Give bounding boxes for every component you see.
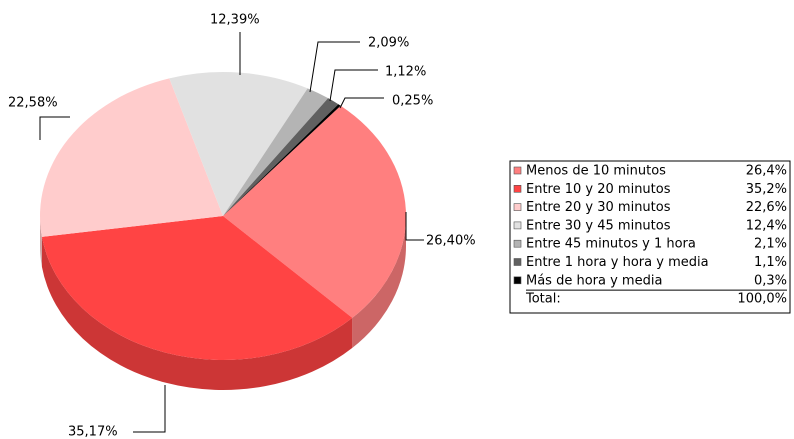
legend-swatch [513, 258, 522, 266]
legend-value: 22,6% [746, 200, 787, 215]
pie-slice [223, 98, 339, 216]
leader-line [309, 41, 360, 93]
legend-label: Menos de 10 minutos [526, 164, 666, 179]
legend-value: 12,4% [746, 218, 787, 233]
pie-slice [41, 216, 353, 360]
legend-value: 1,1% [754, 255, 787, 270]
leader-line [329, 69, 378, 102]
data-label: 35,17% [68, 425, 118, 439]
legend-value: 2,1% [754, 237, 787, 252]
data-label: 12,39% [210, 13, 260, 28]
legend-label: Entre 45 minutos y 1 hora [526, 237, 696, 252]
legend-swatch [513, 221, 522, 230]
legend-box [509, 160, 791, 314]
legend-label: Entre 10 y 20 minutos [526, 182, 671, 197]
pie-slice [223, 88, 329, 216]
legend-total-value: 100,0% [737, 292, 787, 307]
pie-side [40, 216, 42, 267]
leader-line [133, 385, 166, 433]
legend-swatch [513, 166, 522, 175]
legend-value: 0,3% [754, 273, 787, 288]
pie-side [352, 216, 406, 348]
legend-swatch [513, 239, 522, 248]
data-label: 22,58% [8, 96, 58, 111]
data-label: 2,09% [368, 36, 409, 51]
pie-slice [40, 78, 224, 237]
pie-side [41, 236, 353, 390]
leader-line [405, 212, 424, 241]
leader-line [39, 116, 70, 140]
pie-slice [169, 72, 308, 216]
data-label: 26,40% [426, 234, 476, 249]
data-label: 1,12% [385, 65, 426, 80]
legend-label: Entre 20 y 30 minutos [526, 200, 671, 215]
pie-slice [223, 104, 341, 216]
legend-label: Entre 1 hora y hora y media [526, 255, 709, 270]
legend-value: 35,2% [746, 182, 787, 197]
data-label: 0,25% [392, 94, 433, 109]
legend-value: 26,4% [746, 164, 787, 179]
legend-swatch [513, 185, 522, 193]
legend-label: Entre 30 y 45 minutos [526, 218, 671, 233]
pie-slice [223, 105, 407, 318]
legend-swatch [513, 276, 522, 285]
leader-line [339, 97, 384, 109]
legend-total-label: Total: [525, 292, 561, 307]
legend-label: Más de hora y media [526, 273, 662, 288]
legend-swatch [513, 203, 522, 211]
